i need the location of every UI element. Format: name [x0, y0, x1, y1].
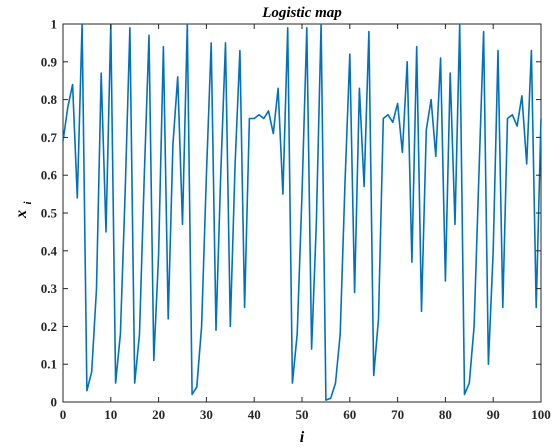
- series-line: [62, 23, 542, 401]
- y-axis-label-subscript: i: [22, 201, 34, 205]
- x-tick-label: 10: [104, 407, 117, 422]
- chart-title: Logistic map: [261, 5, 342, 21]
- y-tick-label: 1: [51, 17, 58, 32]
- plot-area: [62, 23, 542, 403]
- y-tick-label: 0.7: [41, 130, 58, 145]
- x-tick-label: 90: [487, 407, 500, 422]
- x-tick-label: 30: [200, 407, 213, 422]
- y-tick-label: 0: [51, 395, 58, 410]
- y-tick-label: 0.2: [41, 319, 57, 334]
- x-axis-ticks: 0 10 20 30 40 50 60 70 80 90 100: [60, 24, 551, 422]
- y-tick-label: 0.9: [41, 54, 58, 69]
- y-tick-label: 0.8: [41, 92, 58, 107]
- x-tick-label: 20: [152, 407, 165, 422]
- x-tick-label: 60: [343, 407, 356, 422]
- x-tick-label: 70: [391, 407, 404, 422]
- y-tick-label: 0.3: [41, 281, 58, 296]
- y-tick-label: 0.4: [41, 243, 58, 258]
- y-tick-label: 0.6: [41, 168, 58, 183]
- y-axis-ticks: 0 0.1 0.2 0.3 0.4 0.5 0.6 0.7 0.8 0.9 1: [41, 17, 541, 410]
- x-tick-label: 100: [531, 407, 551, 422]
- y-axis-label: x i: [13, 201, 34, 219]
- x-axis-label: i: [300, 429, 305, 446]
- x-tick-label: 80: [439, 407, 452, 422]
- y-tick-label: 0.1: [41, 357, 57, 372]
- x-tick-label: 0: [60, 407, 67, 422]
- x-tick-label: 40: [248, 407, 261, 422]
- x-tick-label: 50: [296, 407, 309, 422]
- y-tick-label: 0.5: [41, 206, 58, 221]
- y-axis-label-text: x: [13, 210, 30, 219]
